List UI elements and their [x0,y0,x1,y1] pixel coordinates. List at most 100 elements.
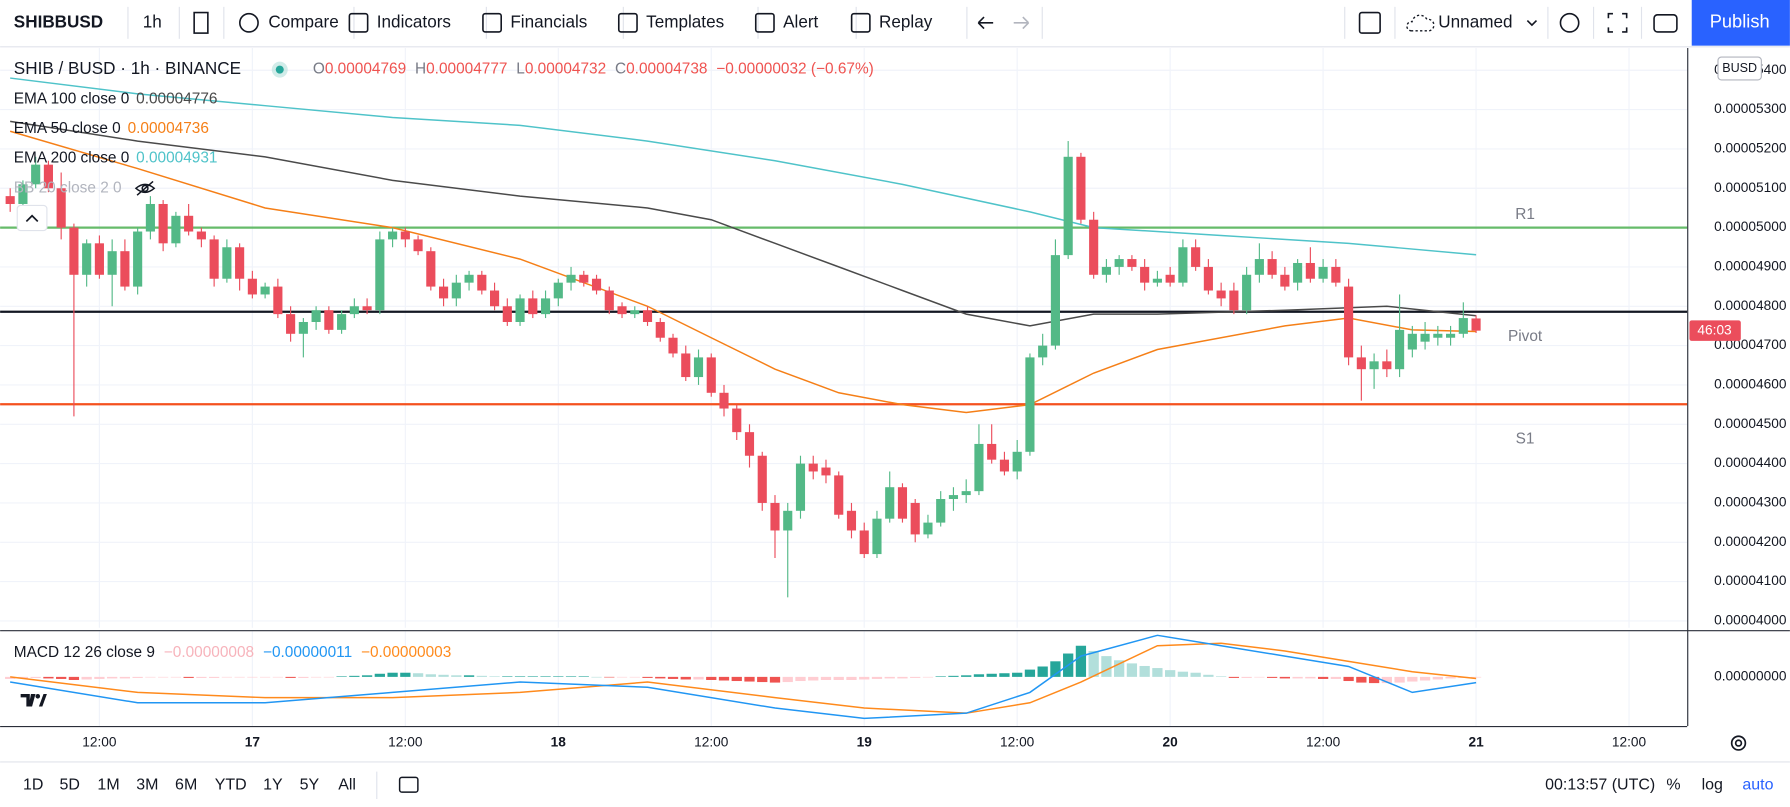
redo-icon[interactable] [1013,16,1030,30]
plot: R1 Pivot S1 [0,77,1688,720]
publish-label[interactable]: Publish [1710,11,1770,32]
candle-body [821,467,831,476]
eye-off-icon[interactable] [134,180,156,196]
y-tick-label: 0.00004000 [1714,613,1787,628]
candle-body [897,487,908,519]
chevron-icon[interactable] [1526,19,1538,27]
macd-histogram-bar [935,676,946,677]
toolbar-button[interactable]: Financials [510,12,587,31]
macd-histogram-bar [1126,663,1138,677]
toolbar-button[interactable]: Replay [879,12,933,31]
macd-histogram-bar [1445,676,1456,679]
macd-histogram-bar [1305,676,1316,679]
indicator-name: EMA 50 close 0 [14,120,121,137]
fullscreen-icon[interactable] [1607,12,1628,33]
toolbar-button[interactable]: Indicators [377,12,451,31]
toolbar-button[interactable]: Alert [783,12,818,31]
candle-body [1140,266,1150,283]
macd-histogram-bar [349,675,360,677]
candle-body [1293,262,1303,283]
snapshot-icon[interactable] [1653,14,1678,33]
y-tick-label: 0.00004700 [1714,337,1787,352]
range-button[interactable]: 5D [60,777,80,794]
scale-option[interactable]: % [1666,777,1680,794]
macd-histogram-bar [642,676,653,678]
candle-body [1152,278,1162,283]
range-button[interactable]: 3M [136,777,158,794]
collapse-legend-button[interactable] [16,204,48,232]
macd-histogram-bar [884,676,895,679]
currency-label: BUSD [1722,61,1757,75]
candle-body [617,306,627,315]
macd-histogram-bar [553,676,564,677]
candle-body [158,203,168,244]
toolbar-icon [754,12,775,33]
range-button[interactable]: 1M [97,777,119,794]
hidden-indicator[interactable]: BB 20 close 2 0 [14,179,122,196]
macd-histogram-bar [43,676,54,679]
toolbar-button[interactable]: Compare [268,12,338,31]
candle-body [1038,345,1048,358]
candle-body [885,487,895,519]
macd-histogram-bar [425,674,436,677]
macd-histogram-bar [438,674,449,677]
candle-body [1076,156,1086,220]
macd-histogram-bar [361,675,373,677]
candle-body [999,459,1010,472]
settings-icon[interactable] [1559,12,1580,33]
macd-histogram-bar [820,676,832,680]
range-button[interactable]: YTD [215,777,247,794]
candle-body [1254,259,1264,275]
range-button[interactable]: All [338,777,356,794]
candle-body [770,502,780,531]
symbol-search[interactable]: SHIBBUSD [14,12,103,31]
candle-body [1216,290,1226,299]
goto-date-icon[interactable] [398,776,419,793]
layout-name[interactable]: Unnamed [1438,12,1512,31]
candle-body [744,432,755,456]
macd-histogram-bar [1356,676,1367,683]
candle-body [974,443,984,492]
interval[interactable]: 1h [143,12,162,31]
candle-body [451,282,461,299]
scale-option[interactable]: auto [1742,777,1773,794]
chart-type-icon[interactable] [193,11,209,34]
undo-icon[interactable] [977,16,994,30]
indicator-name: EMA 100 close 0 [14,90,130,107]
candle-body [1127,259,1137,267]
settings-icon[interactable] [1730,735,1747,751]
range-button[interactable]: 5Y [300,777,320,794]
macd-histogram-bar [170,676,182,678]
range-button[interactable]: 6M [175,777,197,794]
range-button[interactable]: 1D [23,777,43,794]
layout-icon[interactable] [1358,11,1381,34]
candle-body [515,298,525,322]
candle-body [923,522,933,535]
candle-body [362,306,372,311]
publish-button[interactable] [1691,0,1790,46]
macd-histogram-bar [400,672,411,677]
macd-histogram-bar [387,672,398,677]
candle-body [1369,361,1379,370]
toolbar-button[interactable]: Templates [646,12,724,31]
macd-histogram-bar [948,675,959,677]
candle-body [286,314,296,334]
macd-histogram-bar [1050,661,1061,677]
indicator-value: 0.00004931 [136,150,217,167]
macd-histogram-bar [1024,669,1036,677]
macd-histogram-bar [591,676,602,678]
candle-body [18,184,28,204]
countdown: 46:03 [1697,322,1732,337]
candle-body [260,286,270,295]
macd-histogram-bar [158,676,169,678]
macd-histogram-bar [744,676,755,682]
scale-option[interactable]: log [1702,777,1723,794]
macd-histogram-bar [208,676,220,678]
macd-histogram-bar [718,676,730,681]
candle-body [1280,274,1290,287]
macd-histogram-bar [565,676,577,677]
candle-body [1395,329,1405,370]
candle-body [1101,266,1111,275]
range-button[interactable]: 1Y [263,777,283,794]
ema-line [10,120,1477,327]
